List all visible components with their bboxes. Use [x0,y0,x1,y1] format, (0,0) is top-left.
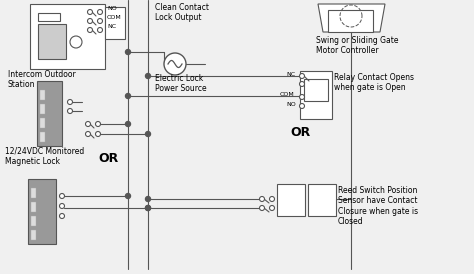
Text: Intercom Outdoor
Station: Intercom Outdoor Station [8,70,76,89]
Text: NC: NC [107,24,116,29]
Text: Electric Lock
Power Source: Electric Lock Power Source [155,74,207,93]
Circle shape [146,132,151,136]
Text: Reed Switch Position
Sensor have Contact
Closure when gate is
Closed: Reed Switch Position Sensor have Contact… [338,186,418,226]
Circle shape [85,132,91,136]
Text: NO: NO [107,6,117,11]
Text: 12/24VDC Monitored
Magnetic Lock: 12/24VDC Monitored Magnetic Lock [5,147,84,166]
Bar [28,179,56,244]
Bar [37,81,62,146]
Circle shape [300,104,304,109]
Circle shape [67,109,73,113]
Bar [40,118,45,128]
Circle shape [126,50,130,55]
Circle shape [146,206,151,210]
Circle shape [300,95,304,99]
Text: Clean Contact
Lock Output: Clean Contact Lock Output [155,3,209,22]
Circle shape [98,10,102,15]
Circle shape [146,196,151,201]
Circle shape [164,53,186,75]
Circle shape [259,196,264,201]
Bar [31,202,36,212]
Circle shape [60,213,64,218]
Text: OR: OR [98,152,118,165]
Circle shape [98,27,102,33]
Circle shape [270,196,274,201]
Bar [300,71,332,119]
Circle shape [88,19,92,24]
Bar [38,24,66,59]
Circle shape [95,121,100,127]
Text: NO: NO [286,102,296,107]
Circle shape [146,206,151,210]
Bar [31,216,36,226]
Bar [30,4,105,69]
Circle shape [126,193,130,198]
Bar [31,188,36,198]
Circle shape [259,206,264,210]
Text: OR: OR [290,126,310,139]
Circle shape [98,19,102,24]
Circle shape [126,93,130,98]
Bar [40,104,45,114]
Text: COM: COM [280,93,295,98]
Circle shape [126,121,130,127]
Bar [308,184,336,216]
Circle shape [88,10,92,15]
Circle shape [88,27,92,33]
Circle shape [85,121,91,127]
Text: Relay Contact Opens
when gate is Open: Relay Contact Opens when gate is Open [334,73,414,92]
Circle shape [300,73,304,78]
Bar [40,90,45,100]
Bar [38,13,60,21]
Text: Swing or Sliding Gate
Motor Controller: Swing or Sliding Gate Motor Controller [316,36,399,55]
Bar [31,230,36,240]
Circle shape [60,204,64,209]
Circle shape [60,193,64,198]
Bar [105,7,125,39]
Circle shape [300,81,304,87]
Circle shape [95,132,100,136]
Bar [328,10,373,32]
Circle shape [146,73,151,78]
Text: NC: NC [286,72,295,76]
Circle shape [67,99,73,104]
Bar [304,79,328,101]
Polygon shape [318,4,385,32]
Bar [40,132,45,142]
Bar [277,184,305,216]
Circle shape [270,206,274,210]
Circle shape [70,36,82,48]
Text: COM: COM [107,15,122,20]
